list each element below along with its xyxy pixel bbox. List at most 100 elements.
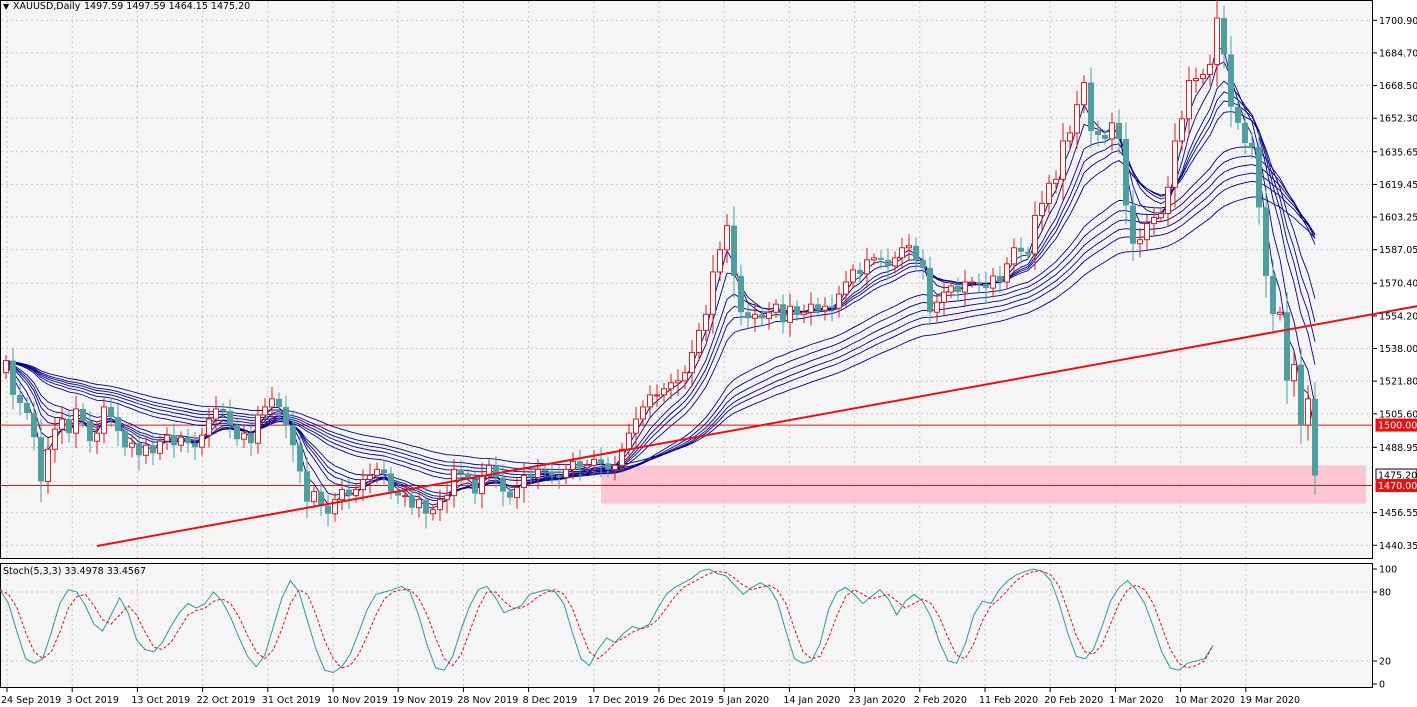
time-tick-label: 1 Mar 2020 — [1109, 695, 1163, 706]
moving-average-ribbon — [5, 45, 1316, 509]
main-panel-frame — [0, 0, 1373, 559]
candle-body — [80, 408, 86, 422]
candle-body — [45, 448, 51, 482]
candle-body — [136, 443, 142, 456]
candle — [38, 418, 44, 503]
candle-body — [381, 469, 387, 474]
candle-body — [948, 285, 954, 293]
candle-body — [640, 406, 646, 420]
candle-body — [780, 304, 786, 323]
candle — [1081, 75, 1087, 114]
candle-body — [437, 499, 443, 511]
candle-body — [626, 432, 632, 450]
candle — [612, 455, 618, 481]
candle — [136, 429, 142, 471]
candle — [1137, 227, 1143, 258]
candle-body — [703, 313, 709, 331]
candle-body — [738, 275, 744, 313]
time-axis: 24 Sep 2019 3 Oct 2019 13 Oct 2019 22 Oct 2… — [1, 688, 1300, 706]
candle-body — [668, 382, 674, 390]
candle — [220, 402, 226, 419]
candle-body — [388, 473, 394, 492]
candle — [1018, 237, 1024, 264]
candle — [689, 340, 695, 387]
ema-line — [5, 146, 1316, 481]
candle — [409, 489, 415, 516]
candle — [276, 392, 282, 415]
candle-body — [374, 468, 380, 476]
candle-body — [1004, 263, 1010, 283]
candle — [1256, 132, 1262, 225]
candle — [654, 384, 660, 407]
ema-line — [5, 45, 1316, 509]
candle-body — [31, 412, 37, 438]
candle — [395, 484, 401, 504]
stoch-panel-frame — [0, 563, 1373, 688]
candle-body — [1151, 217, 1157, 225]
candle — [1312, 381, 1318, 495]
candle — [311, 486, 317, 508]
candle — [556, 465, 562, 489]
candle-body — [787, 305, 793, 323]
candle — [633, 406, 639, 448]
candle — [1200, 68, 1206, 86]
candle-body — [1130, 205, 1136, 244]
ohlc-readout: 1497.59 1497.59 1464.15 1475.20 — [84, 1, 250, 12]
candle — [1011, 238, 1017, 275]
candle — [157, 435, 163, 460]
candle-body — [801, 311, 807, 315]
candle-body — [66, 419, 72, 434]
candle-body — [556, 475, 562, 478]
candle-body — [934, 301, 940, 313]
candle-body — [451, 468, 457, 497]
price-axis: 1700.90 1684.70 1668.50 1652.30 1635.65 1619.… — [1373, 16, 1417, 552]
candle-body — [1158, 213, 1164, 219]
candle-body — [619, 448, 625, 466]
candle-body — [1172, 140, 1178, 188]
candle — [388, 466, 394, 500]
candle-body — [311, 491, 317, 503]
candle — [262, 398, 268, 426]
trendline — [96, 305, 1417, 547]
candle — [255, 405, 261, 454]
candle-body — [157, 440, 163, 454]
candle-body — [794, 306, 800, 315]
candle-body — [1263, 207, 1269, 276]
stoch-axis: 100 80 20 0 — [1373, 565, 1397, 691]
candle-body — [150, 445, 156, 454]
candle — [836, 285, 842, 318]
candle-body — [598, 459, 604, 464]
stoch-lines — [0, 568, 1214, 674]
candle — [745, 303, 751, 329]
candle — [507, 485, 513, 505]
candle-body — [857, 269, 863, 274]
candle-body — [248, 433, 254, 444]
candle-body — [906, 245, 912, 249]
candle — [80, 403, 86, 428]
price-tag-box — [1375, 479, 1417, 493]
candle — [360, 469, 366, 501]
candle — [1130, 190, 1136, 261]
ema-line — [5, 100, 1316, 497]
candle-body — [1305, 398, 1311, 426]
ema-line — [5, 164, 1316, 476]
time-tick-label: 19 Mar 2020 — [1240, 695, 1300, 706]
candle — [87, 410, 93, 453]
candle-body — [213, 408, 219, 420]
candle — [899, 237, 905, 270]
candle — [1088, 67, 1094, 149]
price-tick-label: 1700.90 — [1379, 16, 1417, 27]
candle-body — [1102, 134, 1108, 139]
candle-body — [1060, 140, 1066, 180]
candle-body — [577, 461, 583, 468]
time-tick-label: 10 Mar 2020 — [1175, 695, 1235, 706]
candle-body — [1018, 247, 1024, 252]
candle — [1025, 247, 1031, 260]
candle — [374, 462, 380, 484]
price-tick-label: 1456.55 — [1379, 508, 1417, 519]
candle-body — [472, 479, 478, 494]
ema-line — [5, 80, 1316, 502]
candle — [143, 437, 149, 464]
price-tick-label: 1538.00 — [1379, 344, 1417, 355]
